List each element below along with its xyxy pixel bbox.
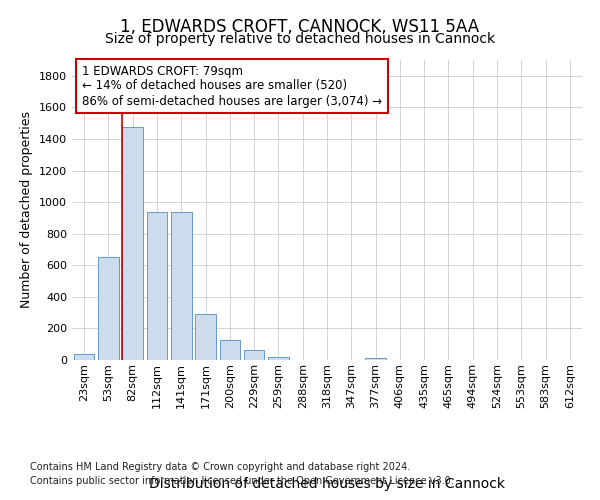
Text: 1 EDWARDS CROFT: 79sqm
← 14% of detached houses are smaller (520)
86% of semi-de: 1 EDWARDS CROFT: 79sqm ← 14% of detached… [82,64,382,108]
Bar [268,356,289,360]
Bar [74,354,94,360]
Bar [98,258,119,360]
Text: Contains HM Land Registry data © Crown copyright and database right 2024.: Contains HM Land Registry data © Crown c… [30,462,410,472]
Bar [195,314,216,360]
Text: Contains public sector information licensed under the Open Government Licence v3: Contains public sector information licen… [30,476,454,486]
Text: 1, EDWARDS CROFT, CANNOCK, WS11 5AA: 1, EDWARDS CROFT, CANNOCK, WS11 5AA [121,18,479,36]
Bar [171,212,191,360]
Bar [122,127,143,360]
Bar [220,340,240,360]
Bar [365,358,386,360]
X-axis label: Distribution of detached houses by size in Cannock: Distribution of detached houses by size … [149,478,505,492]
Y-axis label: Number of detached properties: Number of detached properties [20,112,34,308]
Bar [146,212,167,360]
Text: Size of property relative to detached houses in Cannock: Size of property relative to detached ho… [105,32,495,46]
Bar [244,350,265,360]
